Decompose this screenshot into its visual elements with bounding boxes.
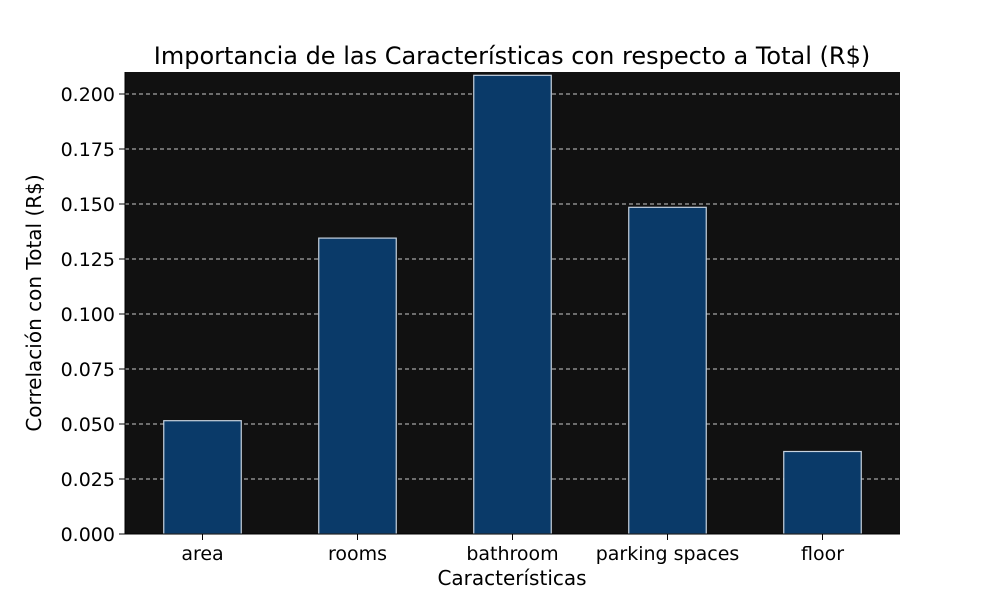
bars <box>163 74 862 535</box>
x-tick-label-4: floor <box>801 543 844 565</box>
y-tick-label-7: 0.175 <box>61 139 115 161</box>
y-tick-label-8: 0.200 <box>61 84 115 106</box>
bar-floor <box>783 450 862 535</box>
bar-area <box>163 420 242 535</box>
y-tick-label-5: 0.125 <box>61 249 115 271</box>
x-tick-label-2: bathroom <box>466 543 558 565</box>
y-tick-label-6: 0.150 <box>61 194 115 216</box>
x-ticks: area rooms bathroom parking spaces floor <box>181 534 844 565</box>
y-tick-label-3: 0.075 <box>61 359 115 381</box>
x-tick-label-0: area <box>181 543 223 565</box>
bar-bathroom <box>473 74 552 535</box>
x-axis-label: Características <box>437 566 586 590</box>
y-tick-label-1: 0.025 <box>61 469 115 491</box>
y-tick-label-2: 0.050 <box>61 414 115 436</box>
chart-title: Importancia de las Características con r… <box>154 42 870 70</box>
y-tick-label-0: 0.000 <box>61 524 115 546</box>
y-tick-label-4: 0.100 <box>61 304 115 326</box>
bar-parking-spaces <box>628 206 707 535</box>
x-tick-label-3: parking spaces <box>596 543 740 565</box>
x-tick-label-1: rooms <box>328 543 387 565</box>
y-axis-label: Correlación con Total (R$) <box>22 174 46 431</box>
y-ticks: 0.000 0.025 0.050 0.075 0.100 0.125 0.150 0.175… <box>61 84 125 546</box>
bar-rooms <box>318 237 397 535</box>
